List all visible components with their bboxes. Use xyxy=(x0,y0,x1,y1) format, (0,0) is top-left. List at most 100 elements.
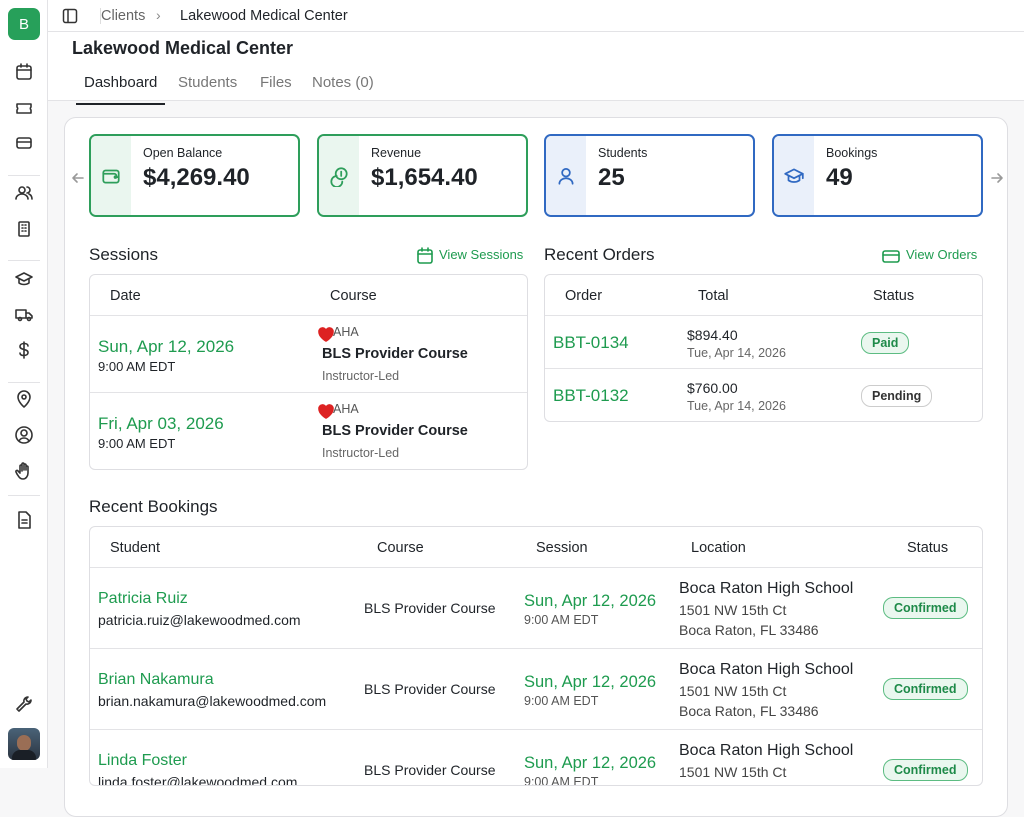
stat-label: Revenue xyxy=(371,146,422,160)
student-email: linda.foster@lakewoodmed.com xyxy=(98,774,298,786)
tab[interactable]: Students xyxy=(178,74,238,91)
billing-nav-icon[interactable] xyxy=(14,133,34,153)
booking-row[interactable]: Brian Nakamura brian.nakamura@lakewoodmed… xyxy=(90,648,982,729)
page-title: Lakewood Medical Center xyxy=(72,38,294,58)
location-city: Boca Raton, FL 33486 xyxy=(679,703,819,719)
tab[interactable]: Notes (0) xyxy=(312,74,374,91)
section-title: Recent Bookings xyxy=(89,497,218,516)
account-nav-icon[interactable] xyxy=(14,425,34,445)
users-nav-icon[interactable] xyxy=(14,183,34,203)
order-row[interactable]: BBT-0134 $894.40 Tue, Apr 14, 2026 Paid xyxy=(545,315,982,368)
stat-glyph xyxy=(558,167,574,185)
student-email: patricia.ruiz@lakewoodmed.com xyxy=(98,612,301,628)
divider xyxy=(100,8,101,24)
orders-table: Order Total Status BBT-0134 $894.40 Tue, Apr … xyxy=(544,274,983,422)
card-icon-glyph xyxy=(882,250,900,263)
instructors-nav-icon[interactable] xyxy=(14,461,34,481)
page-header: Lakewood Medical Center Dashboard Student… xyxy=(48,32,1024,105)
breadcrumb-current: Lakewood Medical Center xyxy=(180,8,348,24)
status-badge: Pending xyxy=(861,385,933,407)
order-number[interactable]: BBT-0134 xyxy=(553,333,629,352)
breadcrumb-separator: › xyxy=(156,7,161,23)
stat-icon xyxy=(319,136,359,215)
locations-nav-icon[interactable] xyxy=(14,389,34,409)
stat-card[interactable]: Bookings 49 xyxy=(772,134,983,217)
account-nav-icon-glyph xyxy=(15,426,33,444)
session-row[interactable]: Sun, Apr 12, 2026 9:00 AM EDT AHA BLS Provi… xyxy=(90,315,527,392)
sidebar: B xyxy=(0,0,48,768)
order-number[interactable]: BBT-0132 xyxy=(553,386,629,405)
calendar-icon-glyph xyxy=(417,247,433,264)
shipping-nav-icon[interactable] xyxy=(14,304,34,324)
session-date[interactable]: Fri, Apr 03, 2026 xyxy=(98,414,224,433)
booking-row[interactable]: Linda Foster linda.foster@lakewoodmed.com… xyxy=(90,729,982,786)
stat-value: $4,269.40 xyxy=(143,164,250,191)
session-date[interactable]: Sun, Apr 12, 2026 xyxy=(98,337,235,356)
section-title: Recent Orders xyxy=(544,245,655,264)
status-badge: Confirmed xyxy=(883,678,968,700)
course-provider: AHA xyxy=(333,402,359,416)
calendar-nav-icon[interactable] xyxy=(14,62,34,82)
clients-nav-icon-glyph xyxy=(18,221,30,237)
stat-value: 25 xyxy=(598,164,625,191)
column-header: Course xyxy=(330,288,377,304)
clients-nav-icon[interactable] xyxy=(14,219,34,239)
shipping-nav-icon-glyph xyxy=(15,309,33,322)
scroll-left-button[interactable] xyxy=(68,168,84,184)
aha-logo-glyph xyxy=(318,327,334,342)
column-header: Student xyxy=(110,540,160,556)
stat-glyph xyxy=(330,166,348,187)
calendar-nav-icon-glyph xyxy=(16,63,32,80)
finance-nav-icon[interactable] xyxy=(14,340,34,360)
session-time: 9:00 AM EDT xyxy=(524,694,599,708)
course-name: BLS Provider Course xyxy=(364,762,496,778)
toggle-sidebar-icon[interactable] xyxy=(62,8,78,24)
settings-nav-icon[interactable] xyxy=(14,694,34,714)
view-orders-link[interactable]: View Orders xyxy=(906,247,978,262)
users-nav-icon-glyph xyxy=(15,186,33,200)
session-time: 9:00 AM EDT xyxy=(524,613,599,627)
section-title: Sessions xyxy=(89,245,158,264)
stat-card[interactable]: Students 25 xyxy=(544,134,755,217)
booking-row[interactable]: Patricia Ruiz patricia.ruiz@lakewoodmed.c… xyxy=(90,567,982,648)
session-row[interactable]: Fri, Apr 03, 2026 9:00 AM EDT AHA BLS Provi… xyxy=(90,392,527,469)
user-avatar[interactable] xyxy=(8,728,40,760)
location-name: Boca Raton High School xyxy=(679,580,854,597)
student-name[interactable]: Linda Foster xyxy=(98,752,187,769)
location-street: 1501 NW 15th Ct xyxy=(679,683,787,699)
tickets-nav-icon[interactable] xyxy=(14,98,34,118)
session-time: 9:00 AM EDT xyxy=(98,436,176,451)
scroll-right-button[interactable] xyxy=(987,168,1003,184)
order-total: $894.40 xyxy=(687,327,738,343)
status-badge: Confirmed xyxy=(883,597,968,619)
course-format: Instructor-Led xyxy=(322,446,400,460)
session-date[interactable]: Sun, Apr 12, 2026 xyxy=(524,592,657,610)
avatar-face xyxy=(17,735,31,751)
tab[interactable]: Dashboard xyxy=(76,74,166,105)
location-street: 1501 NW 15th Ct xyxy=(679,764,787,780)
divider xyxy=(8,382,40,383)
student-name[interactable]: Patricia Ruiz xyxy=(98,590,188,607)
divider xyxy=(8,495,40,496)
stat-card[interactable]: Revenue $1,654.40 xyxy=(317,134,528,217)
column-header: Location xyxy=(691,540,746,556)
courses-nav-icon-glyph xyxy=(15,272,33,286)
documents-nav-icon[interactable] xyxy=(14,510,34,530)
breadcrumb-link[interactable]: Clients xyxy=(101,8,146,24)
student-name[interactable]: Brian Nakamura xyxy=(98,671,214,688)
tickets-nav-icon-glyph xyxy=(16,103,32,114)
view-sessions-link[interactable]: View Sessions xyxy=(439,247,524,262)
session-date[interactable]: Sun, Apr 12, 2026 xyxy=(524,754,657,772)
stat-value: 49 xyxy=(826,164,853,191)
session-date[interactable]: Sun, Apr 12, 2026 xyxy=(524,673,657,691)
stat-card[interactable]: Open Balance $4,269.40 xyxy=(89,134,300,217)
tab[interactable]: Files xyxy=(260,74,292,91)
session-time: 9:00 AM EDT xyxy=(98,359,176,374)
courses-nav-icon[interactable] xyxy=(14,269,34,289)
logo[interactable]: B xyxy=(8,8,40,40)
column-header: Status xyxy=(873,288,915,304)
order-row[interactable]: BBT-0132 $760.00 Tue, Apr 14, 2026 Pending xyxy=(545,368,982,421)
stat-icon xyxy=(774,136,814,215)
avatar-body xyxy=(12,750,36,760)
